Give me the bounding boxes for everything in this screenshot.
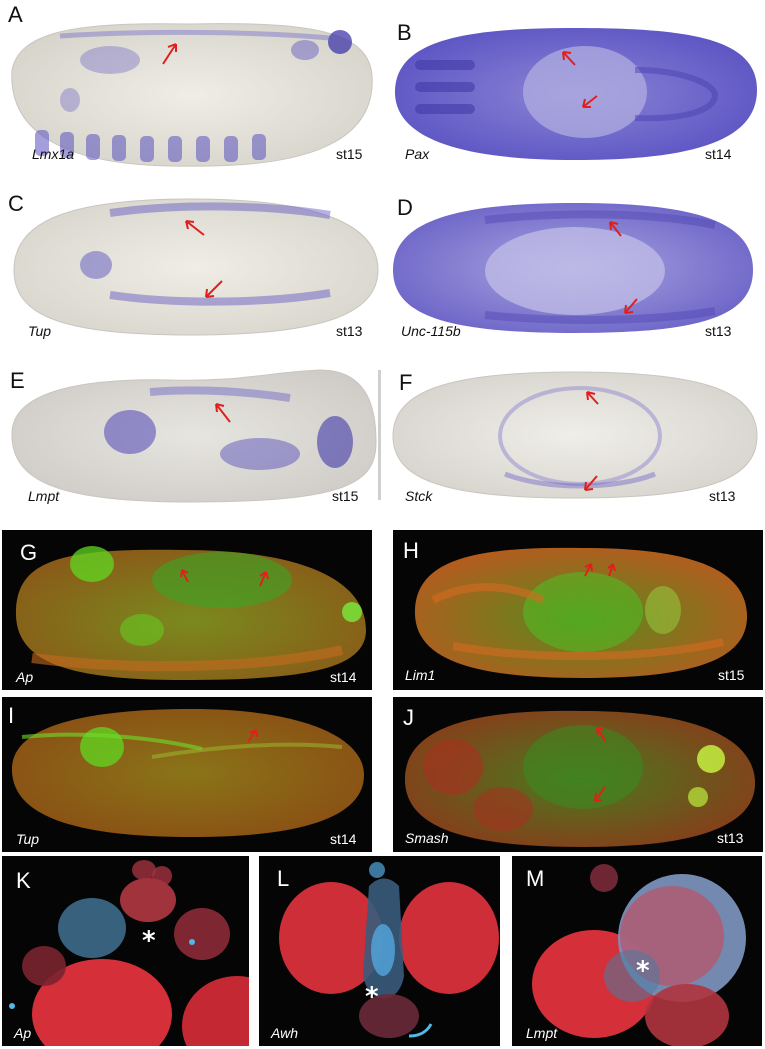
panel-e: E Lmpt st15 — [0, 362, 378, 522]
gene-label: Ap — [16, 669, 34, 685]
disc-image-l — [279, 862, 499, 1038]
panel-letter: D — [397, 195, 413, 220]
gene-label: Unc-115b — [401, 323, 461, 339]
embryo-image-b — [394, 28, 757, 160]
panel-f: F Stck st13 — [385, 362, 765, 522]
panel-letter: E — [10, 368, 25, 393]
panel-a: A Lmx1a st15 — [0, 0, 380, 180]
panel-letter: M — [526, 866, 545, 891]
embryo-image-d — [393, 203, 753, 333]
stage-label: st14 — [330, 831, 357, 847]
gene-label: Pax — [405, 146, 430, 162]
asterisk-marker: * — [365, 982, 379, 1012]
gene-label: Stck — [405, 488, 433, 504]
disc-image-m — [532, 864, 746, 1046]
panel-letter: A — [8, 2, 23, 27]
gene-label: Lmx1a — [32, 146, 75, 162]
panel-letter: J — [403, 705, 414, 730]
disc-image-k — [9, 860, 249, 1046]
stage-label: st14 — [705, 146, 732, 162]
stage-label: st13 — [717, 830, 744, 846]
panel-b: B Pax st14 — [385, 0, 765, 180]
stage-label: st15 — [336, 146, 363, 162]
embryo-image-i — [11, 709, 364, 837]
asterisk-marker: * — [636, 956, 650, 986]
gene-label: Tup — [28, 323, 52, 339]
panel-k: K * Ap — [2, 856, 249, 1046]
embryo-image-c — [13, 198, 379, 336]
panel-letter: C — [8, 191, 24, 216]
stage-label: st15 — [332, 488, 359, 504]
panel-g: G Ap st14 — [2, 530, 372, 690]
panel-j: J Smash st13 — [393, 697, 763, 852]
gene-label: Lmpt — [526, 1025, 558, 1041]
gene-label: Awh — [271, 1025, 298, 1041]
gene-label: Lmpt — [28, 488, 60, 504]
panel-letter: I — [8, 703, 15, 728]
stage-label: st15 — [718, 667, 745, 683]
gene-label: Ap — [14, 1025, 32, 1041]
embryo-image-a — [11, 23, 373, 167]
stage-label: st13 — [336, 323, 363, 339]
embryo-image-f — [392, 371, 758, 499]
asterisk-marker: * — [142, 926, 156, 956]
panel-letter: G — [20, 540, 38, 565]
gene-label: Smash — [405, 830, 449, 846]
panel-letter: K — [16, 868, 31, 893]
panel-letter: F — [399, 370, 413, 395]
panel-h: H Lim1 st15 — [393, 530, 763, 690]
panel-c: C Tup st13 — [0, 185, 380, 355]
stage-label: st13 — [709, 488, 736, 504]
stage-label: st13 — [705, 323, 732, 339]
panel-i: I Tup st14 — [2, 697, 372, 852]
panel-l: L * Awh — [259, 856, 500, 1046]
panel-m: M * Lmpt — [512, 856, 762, 1046]
stage-label: st14 — [330, 669, 357, 685]
embryo-image-j — [404, 710, 756, 847]
gene-label: Lim1 — [405, 667, 436, 683]
gene-label: Tup — [16, 831, 40, 847]
embryo-image-g — [15, 546, 366, 680]
panel-letter: H — [403, 538, 419, 563]
embryo-image-h — [414, 547, 748, 678]
panel-letter: B — [397, 20, 412, 45]
panel-letter: L — [277, 866, 290, 891]
embryo-image-e — [11, 369, 377, 503]
panel-d: D Unc-115b st13 — [385, 185, 765, 355]
divider-line — [378, 370, 381, 500]
